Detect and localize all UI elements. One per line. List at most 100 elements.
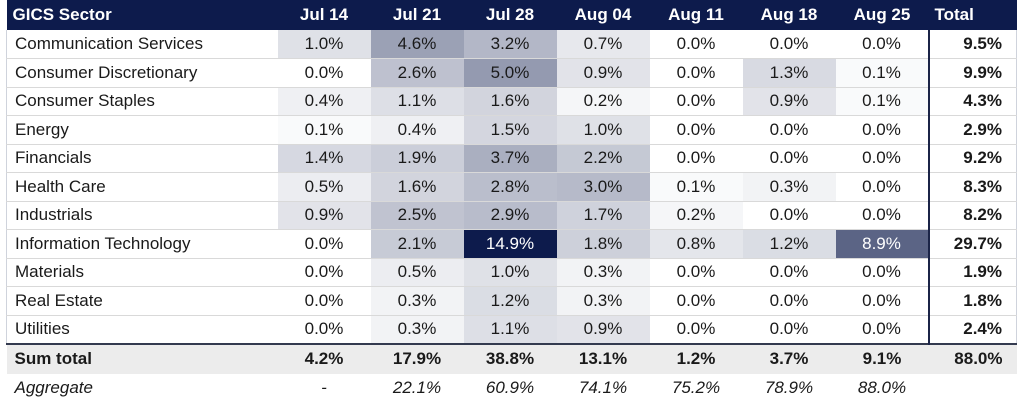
heatmap-cell: 0.0% [277, 229, 371, 259]
sum-total-value: 4.2% [304, 349, 344, 368]
aggregate-value: 75.2% [671, 377, 721, 397]
sum-total-value: 17.9% [392, 349, 442, 368]
heatmap-cell: 2.2% [556, 144, 650, 173]
table-row: Communication Services 1.0% 4.6% 3.2% 0.7% 0.… [6, 30, 1017, 59]
heatmap-cell: 1.6% [463, 87, 557, 116]
row-total: 1.9% [927, 258, 1017, 287]
heatmap-cell: 5.0% [463, 58, 557, 88]
heatmap-cell: 2.1% [370, 229, 464, 259]
heatmap-cell: 0.0% [649, 30, 743, 59]
aggregate-row: Aggregate - 22.1% 60.9% 74.1% 75.2% 78.9% 88.0% [7, 374, 1017, 402]
heatmap-cell: 0.0% [649, 315, 743, 344]
table-row: Materials 0.0% 0.5% 1.0% 0.3% 0.0% 0.0% 0.0% 1.9… [6, 258, 1017, 287]
heatmap-cell: 0.0% [277, 315, 371, 344]
table-row: Financials 1.4% 1.9% 3.7% 2.2% 0.0% 0.0% 0.0% 9.… [6, 144, 1017, 173]
heatmap-cell: 1.2% [742, 229, 836, 259]
heatmap-cell: 0.0% [742, 258, 836, 287]
sector-label: Information Technology [6, 229, 278, 259]
heatmap-cell: 3.7% [463, 144, 557, 173]
aggregate-value: 78.9% [764, 377, 814, 397]
heatmap-cell: 0.0% [649, 115, 743, 145]
heatmap-cell: 1.5% [463, 115, 557, 145]
heatmap-cell: 0.1% [277, 115, 371, 145]
row-total: 9.5% [927, 30, 1017, 59]
heatmap-cell: 0.2% [556, 87, 650, 116]
table-row: Information Technology 0.0% 2.1% 14.9% 1.8% 0… [6, 229, 1017, 259]
heatmap-cell: 0.3% [742, 172, 836, 202]
sector-label: Energy [6, 115, 278, 145]
heatmap-cell: 0.0% [835, 286, 929, 316]
aggregate-value: 88.0% [857, 377, 907, 397]
sum-total-value: 13.1% [578, 349, 628, 368]
heatmap-cell: 0.4% [277, 87, 371, 116]
heatmap-cell: 1.6% [370, 172, 464, 202]
heatmap-cell: 0.0% [742, 30, 836, 59]
heatmap-cell: 0.0% [742, 286, 836, 316]
heatmap-cell: 14.9% [463, 229, 557, 259]
heatmap-cell: 0.9% [556, 58, 650, 88]
row-total: 8.3% [927, 172, 1017, 202]
row-total: 4.3% [927, 87, 1017, 116]
column-header-total: Total [934, 5, 974, 24]
heatmap-cell: 0.5% [370, 258, 464, 287]
aggregate-value: 74.1% [578, 377, 628, 397]
heatmap-cell: 0.0% [742, 315, 836, 344]
sum-total-value: 3.7% [769, 349, 809, 368]
heatmap-cell: 0.0% [835, 201, 929, 230]
heatmap-cell: 2.8% [463, 172, 557, 202]
column-header: Aug 11 [668, 5, 724, 24]
heatmap-cell: 0.0% [277, 58, 371, 88]
heatmap-cell: 0.0% [277, 258, 371, 287]
aggregate-value: 22.1% [392, 377, 442, 397]
heatmap-cell: 1.8% [556, 229, 650, 259]
heatmap-cell: 0.3% [556, 286, 650, 316]
sector-label: Industrials [6, 201, 278, 230]
table-row: Consumer Discretionary 0.0% 2.6% 5.0% 0.9% 0.… [6, 58, 1017, 88]
heatmap-cell: 0.0% [835, 115, 929, 145]
sum-total-value: 1.2% [676, 349, 716, 368]
row-total: 2.4% [927, 315, 1017, 344]
sector-label: Materials [6, 258, 278, 287]
sector-label: Financials [6, 144, 278, 173]
heatmap-cell: 0.0% [835, 258, 929, 287]
heatmap-cell: 0.0% [742, 144, 836, 173]
table-row: Consumer Staples 0.4% 1.1% 1.6% 0.2% 0.0% 0.9%… [6, 87, 1017, 116]
aggregate-value: 60.9% [485, 377, 535, 397]
heatmap-cell: 0.0% [742, 115, 836, 145]
row-total: 29.7% [927, 229, 1017, 259]
heatmap-cell: 0.0% [649, 286, 743, 316]
heatmap-cell: 8.9% [835, 229, 929, 259]
heatmap-cell: 0.1% [835, 87, 929, 116]
heatmap-cell: 1.9% [370, 144, 464, 173]
aggregate-label: Aggregate [14, 377, 93, 397]
sum-total-row: Sum total 4.2% 17.9% 38.8% 13.1% 1.2% 3.7% 9.1%… [6, 343, 1017, 374]
table-row: Industrials 0.9% 2.5% 2.9% 1.7% 0.2% 0.0% 0.0% 8… [6, 201, 1017, 230]
header-gics-sector: GICS Sector [12, 5, 112, 24]
sector-label: Consumer Discretionary [6, 58, 278, 88]
heatmap-cell: 2.6% [370, 58, 464, 88]
sum-total-value: 9.1% [862, 349, 902, 368]
row-total: 9.2% [927, 144, 1017, 173]
heatmap-cell: 1.3% [742, 58, 836, 88]
heatmap-cell: 1.1% [463, 315, 557, 344]
heatmap-cell: 3.0% [556, 172, 650, 202]
heatmap-cell: 0.0% [277, 286, 371, 316]
heatmap-cell: 3.2% [463, 30, 557, 59]
heatmap-cell: 2.5% [370, 201, 464, 230]
heatmap-cell: 0.5% [277, 172, 371, 202]
heatmap-cell: 1.2% [463, 286, 557, 316]
heatmap-cell: 0.8% [649, 229, 743, 259]
sum-total-label: Sum total [14, 349, 92, 368]
sector-label: Real Estate [6, 286, 278, 316]
row-total: 9.9% [927, 58, 1017, 88]
column-header: Jul 14 [299, 5, 349, 24]
row-total: 2.9% [927, 115, 1017, 145]
heatmap-cell: 0.0% [835, 315, 929, 344]
heatmap-cell: 0.1% [835, 58, 929, 88]
heatmap-cell: 0.0% [835, 144, 929, 173]
heatmap-cell: 0.2% [649, 201, 743, 230]
heatmap-cell: 0.0% [649, 144, 743, 173]
heatmap-cell: 1.0% [463, 258, 557, 287]
column-header: Aug 04 [574, 5, 632, 24]
